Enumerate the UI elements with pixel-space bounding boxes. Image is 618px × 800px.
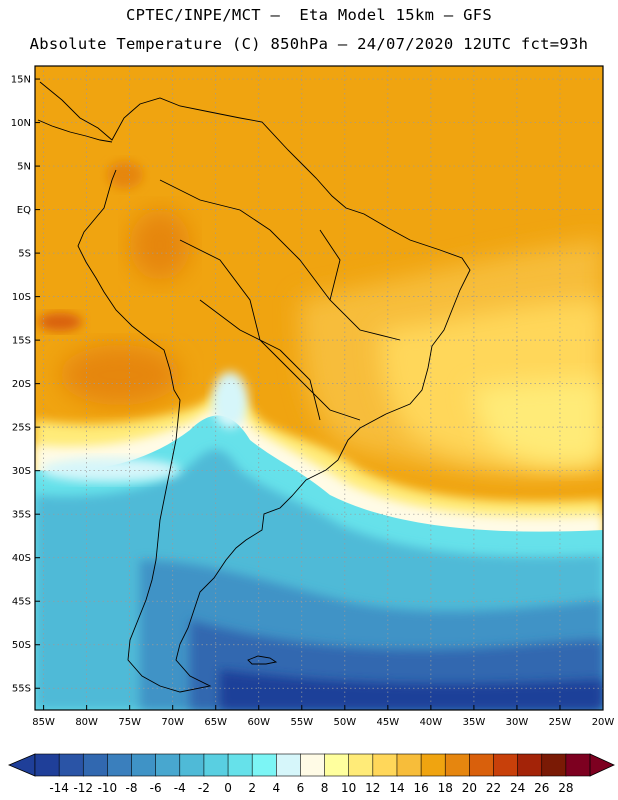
lat-label: 15N (11, 75, 31, 86)
map-title-line-1: CPTEC/INPE/MCT – Eta Model 15km – GFS (125, 6, 492, 24)
country-borders (159, 179, 401, 421)
coastlines (37, 81, 471, 693)
colorbar-label: 20 (462, 781, 477, 795)
lat-label: 45S (12, 597, 31, 608)
colorbar-swatch (541, 753, 567, 777)
south-america-coastline (39, 81, 471, 693)
colorbar-swatch (131, 753, 157, 777)
lon-label: 70W (161, 717, 184, 728)
lat-label: 30S (12, 466, 31, 477)
colorbar-label: -12 (73, 781, 93, 795)
lon-label: 40W (420, 717, 443, 728)
lon-label: 55W (290, 717, 313, 728)
colorbar-label: -4 (174, 781, 186, 795)
colorbar-swatch (203, 753, 229, 777)
colorbar-swatch (58, 753, 84, 777)
lat-label: 10S (12, 292, 31, 303)
lat-label: 50S (12, 640, 31, 651)
colorbar-swatch (276, 753, 302, 777)
latitude-labels: 15N 10N 5N EQ 5S 10S 15S 20S 25S 30S 35S 40S 45S 50S 5… (11, 75, 40, 695)
colorbar-swatch (565, 753, 591, 777)
colorbar-label: -10 (98, 781, 118, 795)
temperature-field (35, 66, 603, 710)
colorbar-swatch (251, 753, 278, 777)
lon-label: 45W (377, 717, 400, 728)
map-title-line-2: Absolute Temperature (C) 850hPa – 24/07/… (29, 35, 589, 53)
colorbar-label: 26 (534, 781, 549, 795)
lon-label: 75W (118, 717, 141, 728)
lat-label: 5N (17, 162, 31, 173)
colorbar-swatch (444, 753, 471, 777)
lon-label: 85W (32, 717, 55, 728)
colorbar-label: 4 (272, 781, 280, 795)
colorbar-swatch (324, 753, 350, 777)
lon-label: 80W (75, 717, 98, 728)
colorbar-swatch (493, 753, 519, 777)
colorbar-label: 18 (438, 781, 453, 795)
lon-label: 35W (463, 717, 486, 728)
colorbar-label: 6 (297, 781, 305, 795)
colorbar-max-arrow (589, 753, 615, 777)
colorbar-label: 12 (365, 781, 380, 795)
lat-label: 20S (12, 379, 31, 390)
colorbar-label: 22 (486, 781, 501, 795)
lon-label: 25W (549, 717, 572, 728)
colorbar-swatch (34, 753, 60, 777)
colorbar-swatch (420, 753, 446, 777)
colorbar-swatch (396, 753, 422, 777)
colorbar-swatch (107, 753, 133, 777)
colorbar-label: 8 (321, 781, 329, 795)
colorbar-swatch (372, 753, 398, 777)
colorbar-swatch (227, 753, 253, 777)
lon-label: 30W (506, 717, 529, 728)
colorbar-swatch (517, 753, 543, 777)
colorbar-swatch (155, 753, 181, 777)
lat-label: 15S (12, 336, 31, 347)
longitude-labels: 85W 80W 75W 70W 65W 60W 55W 50W 45W 40W 35W 30W 25W 2… (32, 705, 614, 728)
colorbar-label: 10 (341, 781, 356, 795)
lat-label: 35S (12, 510, 31, 521)
lat-label: 5S (18, 249, 31, 260)
lat-lon-grid (35, 66, 604, 710)
lat-label: 25S (12, 423, 31, 434)
colorbar-label: -6 (150, 781, 162, 795)
lon-label: 65W (204, 717, 227, 728)
colorbar-label: -8 (126, 781, 138, 795)
falklands (247, 655, 278, 665)
lat-label: 40S (12, 553, 31, 564)
colorbar-label: 14 (389, 781, 404, 795)
colorbar-label: 28 (558, 781, 573, 795)
colorbar-swatch (469, 753, 495, 777)
lon-label: 60W (247, 717, 270, 728)
map-frame (34, 65, 604, 711)
colorbar-label: 16 (413, 781, 428, 795)
colorbar-label: 2 (248, 781, 256, 795)
colorbar-label: -2 (198, 781, 210, 795)
colorbar-swatch (179, 753, 205, 777)
colorbar-labels: -14 -12 -10 -8 -6 -4 -2 0 2 4 6 8 10 12 14 16 18 20 22 24 26… (49, 781, 573, 795)
lat-label: 10N (11, 118, 31, 129)
lat-label: EQ (17, 205, 31, 216)
lon-label: 50W (334, 717, 357, 728)
central-america-coastline (37, 119, 113, 143)
colorbar-label: 24 (510, 781, 525, 795)
colorbar-label: 0 (224, 781, 232, 795)
colorbar-swatch (300, 753, 326, 777)
colorbar-swatch (348, 753, 374, 777)
colorbar (7, 753, 615, 777)
colorbar-label: -14 (49, 781, 69, 795)
colorbar-min-arrow (7, 753, 36, 777)
lat-label: 55S (12, 684, 31, 695)
colorbar-swatch (82, 753, 109, 777)
lon-label: 20W (592, 717, 615, 728)
